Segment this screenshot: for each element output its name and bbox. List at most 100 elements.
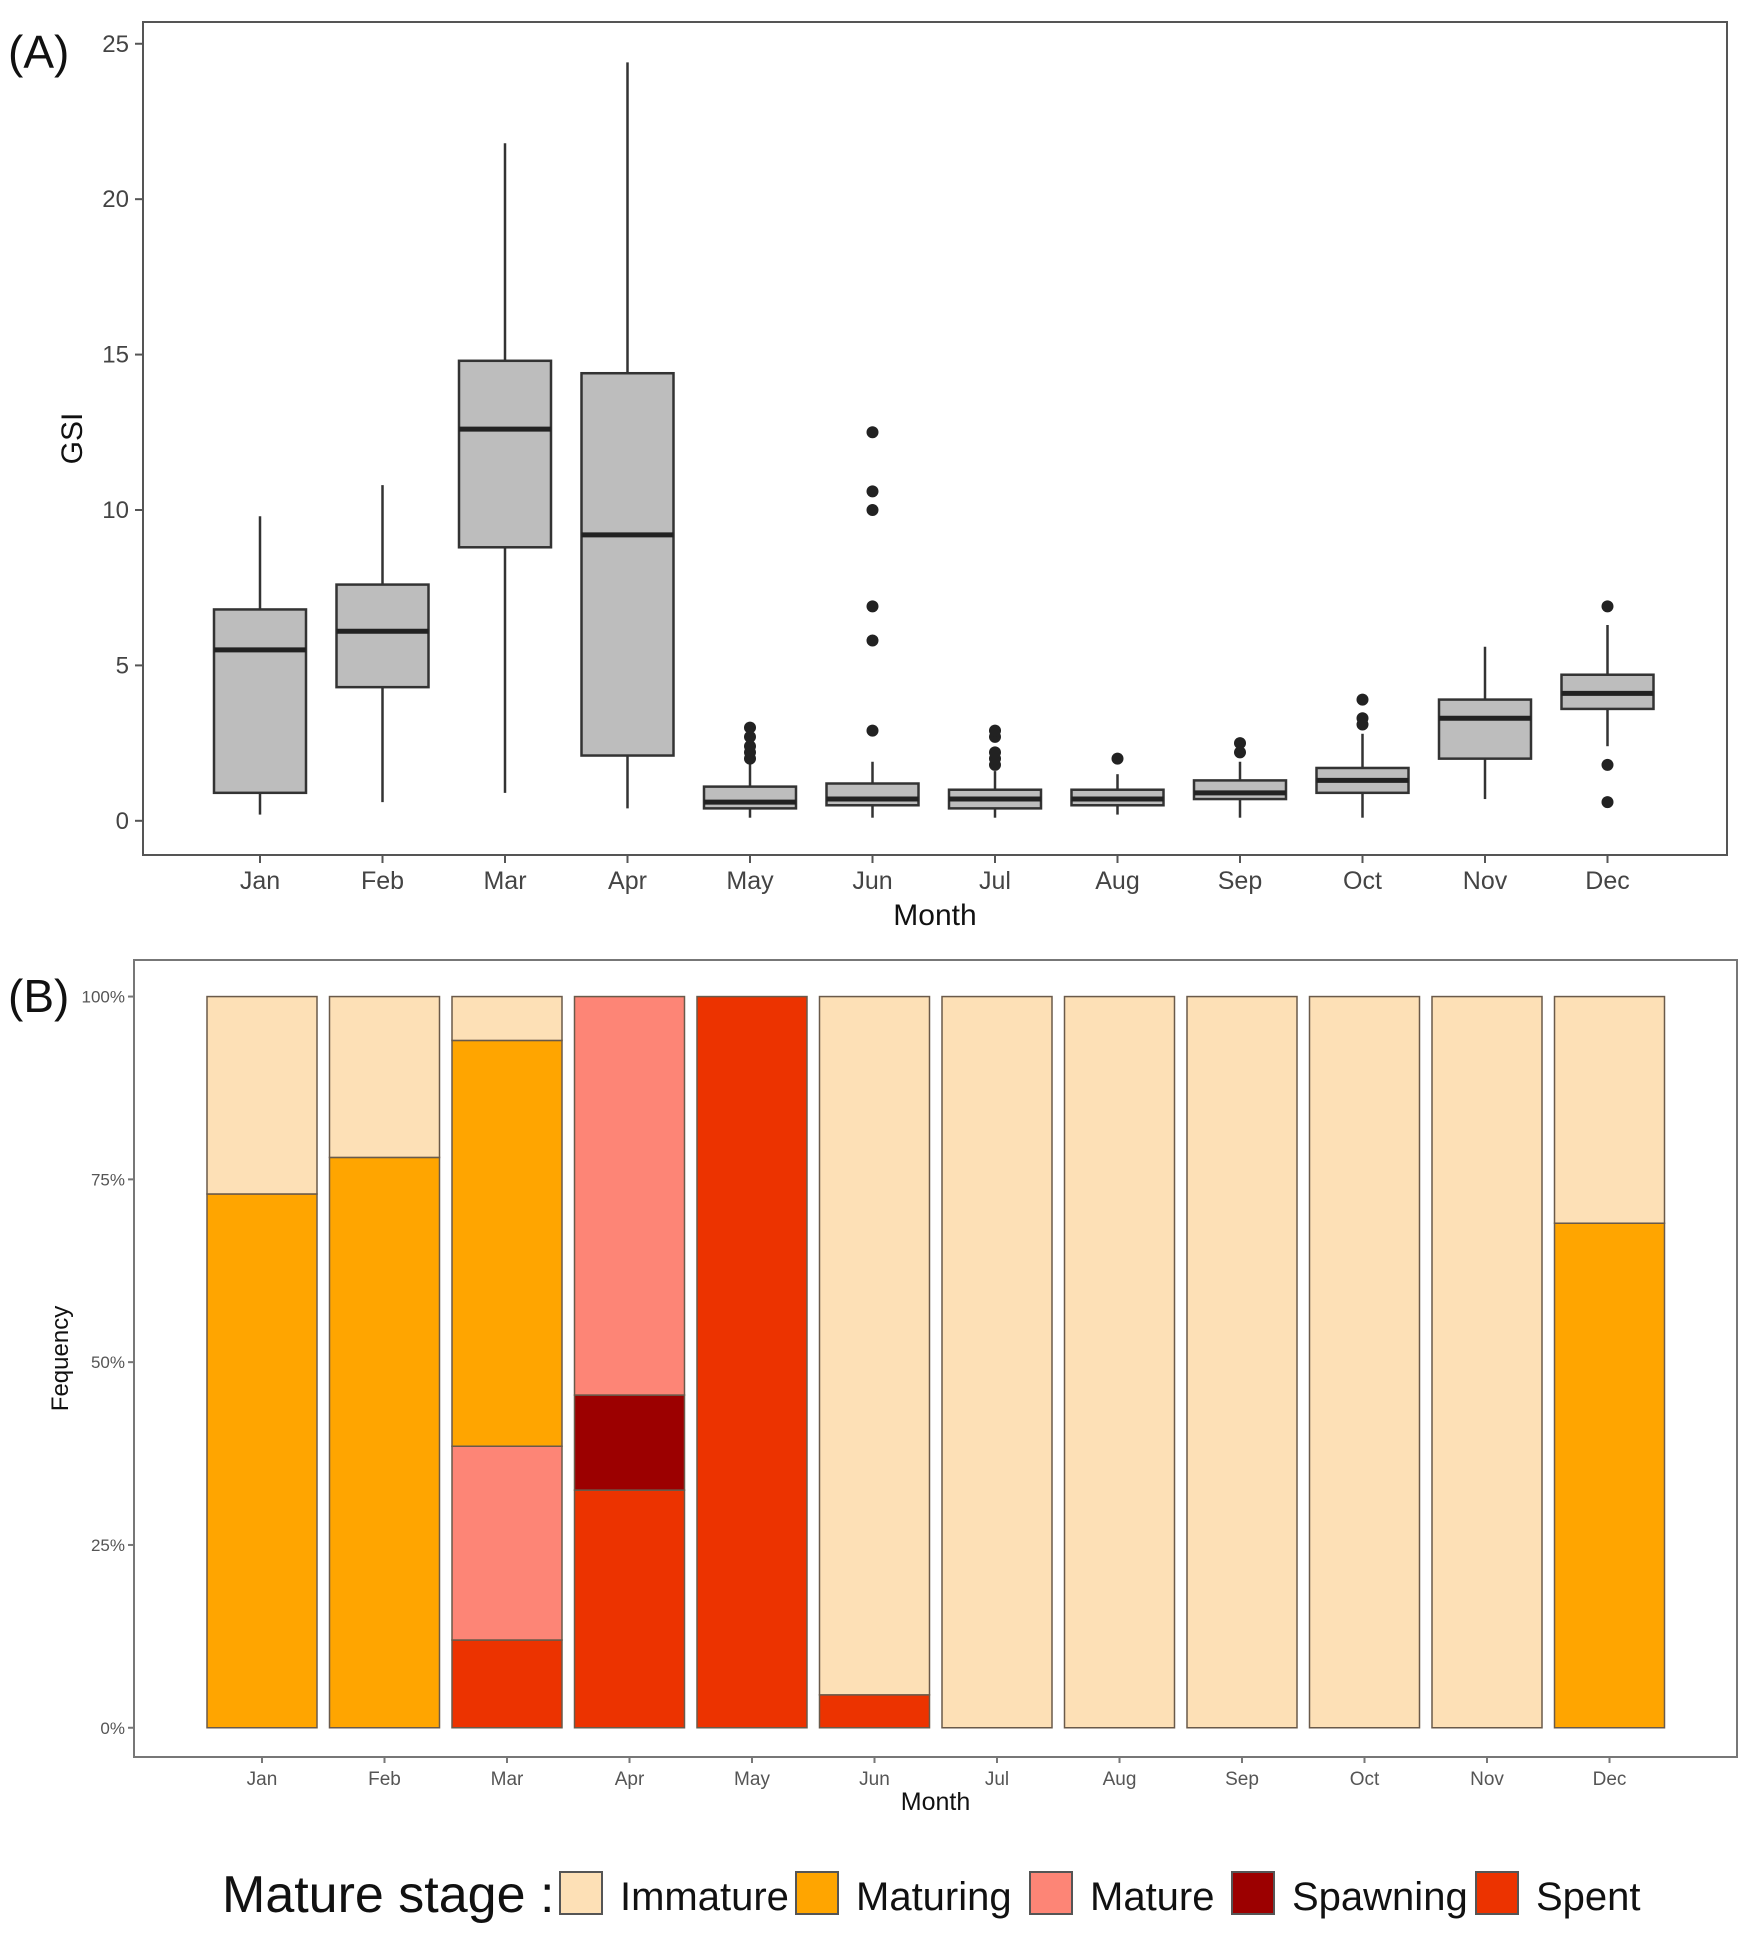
box-aug xyxy=(1070,752,1165,815)
box-dec xyxy=(1560,600,1655,809)
bar-segment-apr-spent xyxy=(573,1489,686,1729)
panel-b-xtick-label-jun: Jun xyxy=(859,1769,890,1790)
panel-b-xtick-label-nov: Nov xyxy=(1470,1769,1504,1790)
outlier-may-4 xyxy=(744,721,756,734)
box-may xyxy=(702,721,798,818)
box-sep xyxy=(1192,737,1288,818)
bar-segment-aug-immature xyxy=(1063,995,1176,1729)
panel-a-ytick-label-15: 15 xyxy=(102,342,129,369)
bar-segment-jan-immature xyxy=(206,995,318,1195)
legend-label-spent: Spent xyxy=(1536,1875,1641,1919)
outlier-jun-0 xyxy=(866,724,879,737)
outlier-may-2 xyxy=(744,740,756,753)
iqr-box-may xyxy=(702,785,798,810)
bar-segment-feb-immature xyxy=(328,995,441,1159)
bar-segment-dec-immature xyxy=(1553,995,1666,1224)
panel-a-xtick-label-aug: Aug xyxy=(1095,867,1139,895)
outlier-jun-1 xyxy=(866,634,879,647)
panel-a-xtick-label-dec: Dec xyxy=(1585,867,1629,895)
outlier-may-3 xyxy=(744,730,756,743)
panel-b-ytick-label-0: 0% xyxy=(100,1719,125,1738)
bar-segment-jun-immature xyxy=(818,995,931,1696)
box-jun xyxy=(825,426,920,818)
legend-label-mature: Mature xyxy=(1090,1875,1215,1919)
panel-a-ytick-label-5: 5 xyxy=(116,652,129,679)
panel-b-label: (B) xyxy=(8,970,69,1022)
outlier-jun-2 xyxy=(866,600,879,613)
panel-b-ytick-label-1: 25% xyxy=(91,1536,125,1555)
panel-b-mature-stage-bars: (B) 0% 25% 50% 75% 100% Fequency Jan Feb Mar Apr Ma… xyxy=(8,959,1738,1816)
panel-a-ytick-label-0: 0 xyxy=(116,808,129,835)
bar-segment-mar-immature xyxy=(451,995,563,1042)
outlier-dec-0 xyxy=(1601,796,1614,809)
box-nov xyxy=(1437,646,1533,800)
panel-a-xtick-label-nov: Nov xyxy=(1463,867,1508,895)
bar-segment-oct-immature xyxy=(1308,995,1421,1729)
legend-swatch-spawning xyxy=(1231,1871,1275,1915)
panel-b-xtick-label-jul: Jul xyxy=(985,1769,1009,1790)
bar-segment-jan-maturing xyxy=(206,1193,318,1729)
panel-b-ytick-label-3: 75% xyxy=(91,1170,125,1189)
bar-segment-feb-maturing xyxy=(328,1156,441,1729)
outlier-jul-4 xyxy=(989,724,1001,737)
panel-a-xtick-label-oct: Oct xyxy=(1343,867,1382,895)
panel-b-xtick-label-may: May xyxy=(734,1769,770,1790)
panel-a-xtick-label-may: May xyxy=(726,867,774,895)
legend-label-immature: Immature xyxy=(620,1875,789,1919)
panel-b-xtick-label-oct: Oct xyxy=(1350,1769,1380,1790)
box-oct xyxy=(1315,693,1410,818)
panel-a-xtick-label-sep: Sep xyxy=(1218,867,1262,895)
panel-b-xtick-label-aug: Aug xyxy=(1103,1769,1137,1790)
box-jul xyxy=(947,724,1043,818)
legend: Mature stage : Immature Maturing Mature Spaw… xyxy=(222,1866,1641,1924)
outlier-jun-3 xyxy=(866,503,879,516)
panel-a-frame xyxy=(142,21,1728,856)
box-apr xyxy=(580,62,675,809)
iqr-box-sep xyxy=(1192,779,1288,801)
panel-b-ytick-label-4: 100% xyxy=(82,988,125,1007)
legend-swatch-mature xyxy=(1029,1871,1073,1915)
panel-b-xtick-label-apr: Apr xyxy=(615,1769,645,1790)
panel-a-xtick-label-jul: Jul xyxy=(979,867,1011,895)
panel-a-xtick-label-apr: Apr xyxy=(608,867,647,895)
bar-segment-may-spent xyxy=(696,995,808,1729)
outlier-sep-1 xyxy=(1234,737,1246,750)
legend-swatch-maturing xyxy=(795,1871,839,1915)
bar-segment-apr-mature xyxy=(573,995,686,1396)
bar-segment-jul-immature xyxy=(941,995,1053,1729)
panel-b-ytick-label-2: 50% xyxy=(91,1353,125,1372)
legend-label-maturing: Maturing xyxy=(856,1875,1012,1919)
panel-a-gsi-boxplot: (A) 0 5 10 15 20 25 GSI Jan Feb Mar Apr May Jun Jul Aug… xyxy=(8,21,1728,932)
panel-a-ylabel: GSI xyxy=(56,413,89,465)
panel-b-xlabel: Month xyxy=(901,1788,970,1816)
bar-segment-mar-maturing xyxy=(451,1039,563,1447)
panel-b-ylabel: Fequency xyxy=(47,1306,74,1411)
panel-b-xtick-label-mar: Mar xyxy=(491,1769,524,1790)
box-feb xyxy=(335,485,430,803)
panel-a-xtick-label-jun: Jun xyxy=(852,867,892,895)
iqr-box-apr xyxy=(580,371,675,757)
box-mar xyxy=(457,143,553,793)
bar-segment-dec-maturing xyxy=(1553,1222,1666,1729)
outlier-oct-1 xyxy=(1356,712,1369,725)
panel-b-xtick-label-dec: Dec xyxy=(1593,1769,1627,1790)
iqr-box-mar xyxy=(457,359,553,549)
legend-swatch-immature xyxy=(559,1871,603,1915)
panel-a-label: (A) xyxy=(8,26,69,78)
panel-a-ytick-label-25: 25 xyxy=(102,31,129,58)
panel-b-xtick-label-jan: Jan xyxy=(247,1769,278,1790)
iqr-box-jun xyxy=(825,782,920,807)
bar-segment-jun-spent xyxy=(818,1694,931,1729)
panel-a-ytick-label-10: 10 xyxy=(102,497,129,524)
panel-a-xtick-label-jan: Jan xyxy=(240,867,280,895)
panel-b-frame xyxy=(133,959,1738,1758)
iqr-box-feb xyxy=(335,583,430,689)
outlier-dec-1 xyxy=(1601,758,1614,771)
bar-segment-mar-mature xyxy=(451,1445,563,1641)
iqr-box-nov xyxy=(1437,698,1533,760)
panel-b-xtick-label-feb: Feb xyxy=(368,1769,401,1790)
bar-segment-sep-immature xyxy=(1186,995,1298,1729)
panel-a-ytick-label-20: 20 xyxy=(102,186,129,213)
outlier-sep-0 xyxy=(1234,746,1246,759)
